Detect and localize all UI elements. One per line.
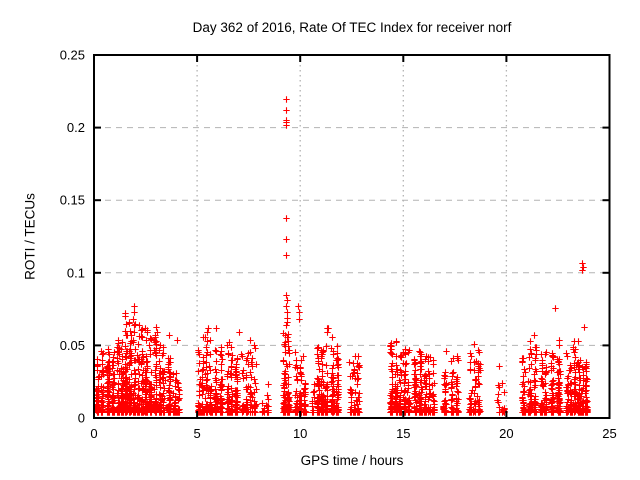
x-tick-label: 25 [602,426,616,441]
x-tick-label: 20 [499,426,513,441]
plot-border [93,54,611,419]
x-tick-label: 15 [396,426,410,441]
chart-title: Day 362 of 2016, Rate Of TEC Index for r… [192,20,512,35]
x-tick-label: 10 [293,426,307,441]
y-axis-label: ROTI / TECUs [22,193,38,280]
y-tick-label: 0.15 [60,193,85,208]
y-tick-label: 0.25 [60,48,85,63]
scatter-points [93,96,591,416]
y-tick-label: 0.1 [67,265,85,280]
x-tick-label: 0 [90,426,97,441]
x-tick-label: 5 [193,426,200,441]
y-tick-label: 0 [78,411,85,426]
x-axis-label: GPS time / hours [300,453,404,468]
y-tick-label: 0.05 [60,338,85,353]
y-tick-label: 0.2 [67,120,85,135]
